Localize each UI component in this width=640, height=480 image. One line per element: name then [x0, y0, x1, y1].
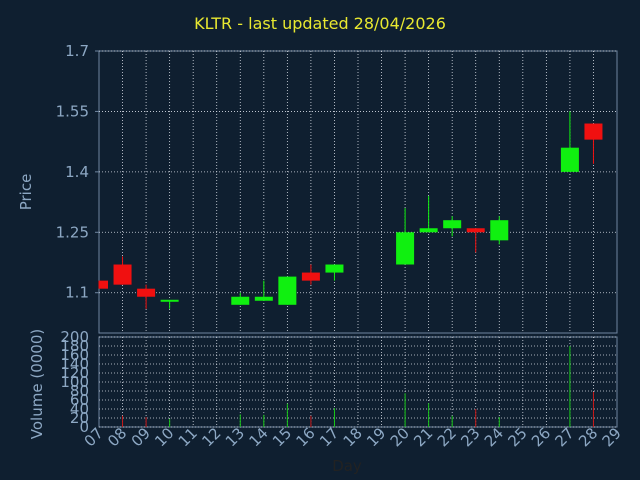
- candle-body: [466, 228, 485, 233]
- volume-tick-label: 80: [70, 382, 89, 400]
- candle-body: [137, 288, 156, 297]
- price-axis-label: Price: [17, 174, 35, 211]
- x-tick-label: 16: [293, 424, 319, 450]
- x-tick-label: 14: [245, 424, 271, 450]
- candle-body: [584, 123, 603, 140]
- x-tick-label: 12: [198, 424, 224, 450]
- price-tick-label: 1.7: [65, 42, 89, 60]
- candle-body: [396, 232, 415, 265]
- chart-title: KLTR - last updated 28/04/2026: [194, 14, 446, 33]
- x-tick-label: 28: [575, 424, 601, 450]
- candle-body: [160, 299, 179, 302]
- x-tick-label: 15: [269, 424, 295, 450]
- candle-body: [301, 272, 320, 281]
- x-tick-label: 10: [151, 424, 177, 450]
- volume-tick-label: 120: [60, 364, 89, 382]
- x-tick-label: 11: [175, 424, 201, 450]
- price-tick-label: 1.4: [65, 163, 89, 181]
- price-tick-label: 1.25: [56, 223, 89, 241]
- x-tick-label: 24: [481, 424, 507, 450]
- candle-body: [254, 296, 273, 301]
- volume-tick-label: 200: [60, 328, 89, 346]
- price-tick-label: 1.1: [65, 284, 89, 302]
- volume-tick-label: 40: [70, 400, 89, 418]
- x-tick-label: 25: [504, 424, 530, 450]
- candle-body: [443, 220, 462, 229]
- volume-tick-label: 100: [60, 373, 89, 391]
- x-tick-label: 08: [104, 424, 130, 450]
- x-tick-label: 26: [528, 424, 554, 450]
- candle-body: [560, 147, 579, 172]
- candle-body: [278, 276, 297, 305]
- price-tick-label: 1.55: [56, 102, 89, 120]
- volume-tick-label: 140: [60, 355, 89, 373]
- candle-body: [325, 264, 344, 273]
- volume-tick-label: 60: [70, 391, 89, 409]
- x-tick-label: 20: [387, 424, 413, 450]
- volume-tick-label: 160: [60, 346, 89, 364]
- volume-tick-label: 0: [79, 418, 89, 436]
- x-tick-label: 17: [316, 424, 342, 450]
- volume-tick-label: 20: [70, 409, 89, 427]
- x-tick-label: 22: [434, 424, 460, 450]
- volume-tick-label: 180: [60, 337, 89, 355]
- x-tick-label: 13: [222, 424, 248, 450]
- x-tick-label: 09: [128, 424, 154, 450]
- x-axis-label: Day: [332, 457, 362, 475]
- candle-body: [231, 296, 250, 305]
- x-tick-label: 23: [457, 424, 483, 450]
- x-tick-label: 19: [363, 424, 389, 450]
- candle-body: [490, 220, 509, 241]
- x-tick-label: 21: [410, 424, 436, 450]
- candle-body: [419, 228, 438, 233]
- volume-axis-label: Volume (0000): [28, 329, 46, 439]
- x-tick-label: 27: [552, 424, 578, 450]
- x-tick-label: 29: [599, 424, 625, 450]
- x-tick-label: 18: [340, 424, 366, 450]
- candle-body: [113, 264, 132, 285]
- candle-body: [99, 280, 108, 289]
